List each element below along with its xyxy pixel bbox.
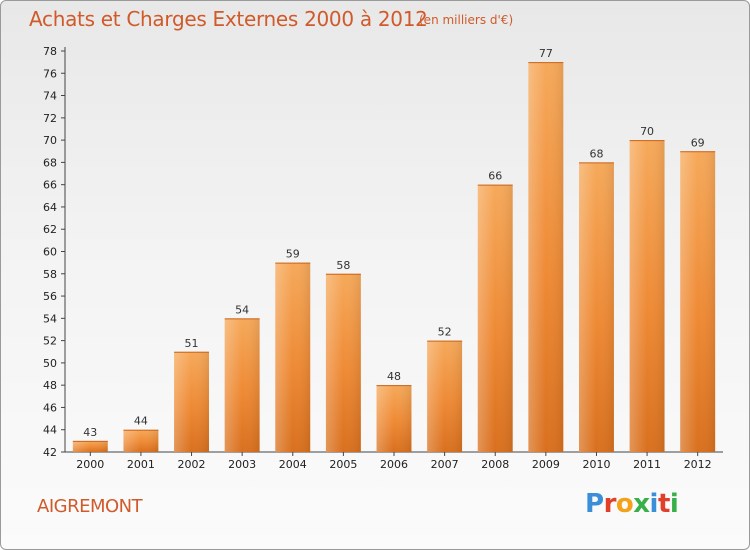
chart-title: Achats et Charges Externes 2000 à 2012 bbox=[29, 7, 428, 31]
x-tick-label: 2004 bbox=[279, 458, 307, 471]
bar-highlight bbox=[578, 162, 614, 452]
bar-value-label: 66 bbox=[488, 170, 502, 183]
bar-highlight bbox=[325, 273, 361, 452]
bar-value-label: 51 bbox=[185, 337, 199, 350]
logo-letter: i bbox=[649, 489, 659, 519]
y-tick-label: 52 bbox=[43, 335, 57, 348]
x-tick-label: 2001 bbox=[127, 458, 155, 471]
logo-letter: P bbox=[585, 489, 604, 519]
bar-highlight bbox=[376, 385, 412, 452]
bar-value-label: 59 bbox=[286, 248, 300, 261]
x-tick-label: 2005 bbox=[329, 458, 357, 471]
y-tick-label: 66 bbox=[43, 179, 57, 192]
bar-value-label: 70 bbox=[640, 125, 654, 138]
logo-letter: r bbox=[603, 489, 617, 519]
y-tick-label: 42 bbox=[43, 446, 57, 459]
x-tick-label: 2009 bbox=[532, 458, 560, 471]
bar-highlight bbox=[477, 184, 513, 452]
y-tick-label: 62 bbox=[43, 223, 57, 236]
commune-name: AIGREMONT bbox=[37, 496, 143, 517]
bar-highlight bbox=[275, 262, 311, 452]
bar-value-label: 52 bbox=[438, 326, 452, 339]
logo-letter: x bbox=[633, 489, 650, 519]
bar-value-label: 54 bbox=[235, 303, 249, 316]
y-tick-label: 44 bbox=[43, 424, 57, 437]
bar-highlight bbox=[680, 151, 716, 452]
bar-highlight bbox=[427, 340, 463, 452]
y-tick-label: 68 bbox=[43, 156, 57, 169]
y-tick-label: 74 bbox=[43, 90, 57, 103]
y-tick-label: 48 bbox=[43, 379, 57, 392]
logo-letter: i bbox=[669, 489, 679, 519]
bar-highlight bbox=[629, 140, 665, 452]
bar-highlight bbox=[528, 62, 564, 453]
bar-value-label: 69 bbox=[691, 136, 705, 149]
y-tick-label: 58 bbox=[43, 268, 57, 281]
y-tick-label: 54 bbox=[43, 312, 57, 325]
x-tick-label: 2002 bbox=[178, 458, 206, 471]
y-tick-label: 46 bbox=[43, 401, 57, 414]
x-tick-label: 2007 bbox=[431, 458, 459, 471]
bar-value-label: 68 bbox=[589, 147, 603, 160]
x-tick-label: 2003 bbox=[228, 458, 256, 471]
y-tick-label: 72 bbox=[43, 112, 57, 125]
y-tick-label: 50 bbox=[43, 357, 57, 370]
bar-highlight bbox=[174, 351, 210, 452]
bar-value-label: 48 bbox=[387, 370, 401, 383]
bar-value-label: 58 bbox=[336, 259, 350, 272]
y-tick-label: 60 bbox=[43, 246, 57, 259]
y-tick-label: 64 bbox=[43, 201, 57, 214]
y-tick-label: 70 bbox=[43, 134, 57, 147]
x-tick-label: 2008 bbox=[481, 458, 509, 471]
chart-subtitle: (en milliers d'€) bbox=[419, 13, 514, 27]
bar-value-label: 77 bbox=[539, 47, 553, 60]
x-tick-label: 2006 bbox=[380, 458, 408, 471]
y-tick-label: 56 bbox=[43, 290, 57, 303]
bar-value-label: 43 bbox=[83, 426, 97, 439]
x-tick-label: 2011 bbox=[633, 458, 661, 471]
bar-highlight bbox=[224, 318, 260, 452]
proxiti-logo: Proxiti bbox=[585, 489, 679, 519]
bar-highlight bbox=[72, 440, 108, 452]
x-tick-label: 2010 bbox=[582, 458, 610, 471]
x-tick-label: 2000 bbox=[76, 458, 104, 471]
bar-highlight bbox=[123, 429, 159, 452]
bar-value-label: 44 bbox=[134, 415, 148, 428]
y-tick-label: 78 bbox=[43, 45, 57, 58]
logo-letter: t bbox=[657, 489, 670, 519]
y-tick-label: 76 bbox=[43, 67, 57, 80]
x-tick-label: 2012 bbox=[684, 458, 712, 471]
logo-letter: o bbox=[615, 489, 634, 519]
